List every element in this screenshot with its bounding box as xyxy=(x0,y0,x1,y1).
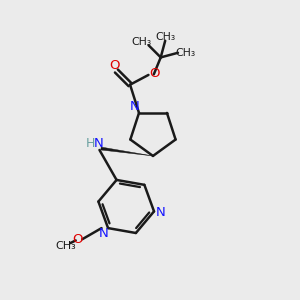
Text: N: N xyxy=(94,137,104,150)
Text: CH₃: CH₃ xyxy=(156,32,176,42)
Text: CH₃: CH₃ xyxy=(55,241,76,251)
Text: N: N xyxy=(156,206,166,219)
Text: N: N xyxy=(130,100,139,113)
Polygon shape xyxy=(101,147,153,156)
Text: H: H xyxy=(85,137,94,150)
Text: O: O xyxy=(110,59,120,73)
Text: O: O xyxy=(73,233,83,246)
Text: N: N xyxy=(99,227,108,240)
Text: CH₃: CH₃ xyxy=(175,48,195,58)
Text: CH₃: CH₃ xyxy=(131,37,151,47)
Text: O: O xyxy=(149,67,160,80)
